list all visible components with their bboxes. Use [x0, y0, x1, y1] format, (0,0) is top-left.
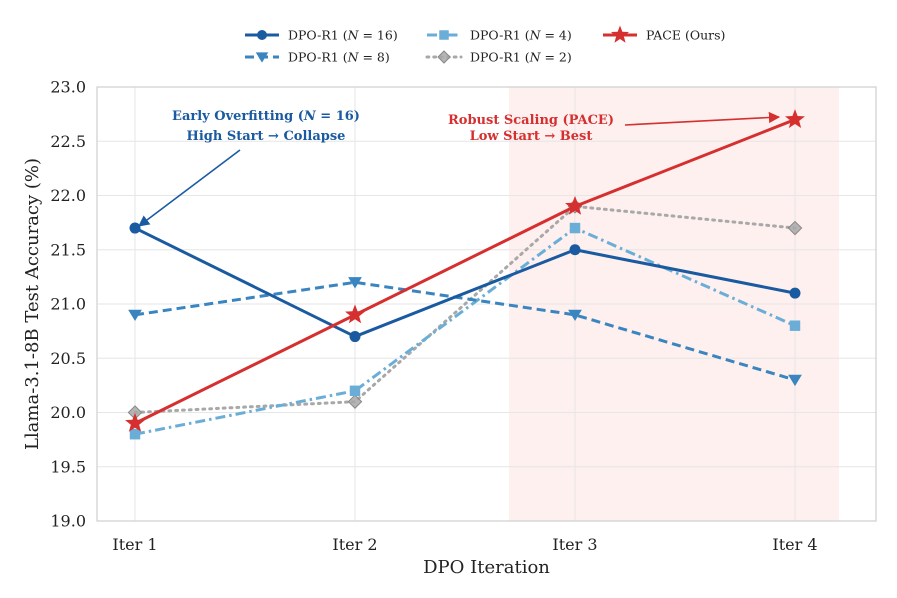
data-point: [785, 109, 805, 128]
legend-item-2: DPO-R1 (N = 4): [427, 28, 572, 43]
annotation-arrow: [624, 111, 781, 126]
data-point: [569, 222, 581, 234]
series-line: [134, 226, 796, 436]
legend-label: DPO-R1 (N = 4): [470, 28, 572, 43]
y-tick-label: 22.0: [50, 186, 86, 205]
y-tick-label: 22.5: [50, 132, 86, 151]
data-point: [569, 244, 581, 256]
data-point: [565, 195, 585, 215]
legend-label: DPO-R1 (N = 8): [288, 50, 390, 65]
legend-item-3: DPO-R1 (N = 2): [425, 50, 572, 65]
y-tick-label: 20.0: [50, 403, 86, 422]
legend-text-part: DPO-R1 (: [470, 50, 530, 65]
data-point: [789, 320, 801, 331]
legend-var: N: [347, 28, 360, 43]
series-4: [125, 109, 805, 432]
legend-text-part: = 8): [359, 50, 390, 65]
annotation-text: Robust Scaling (PACE): [448, 113, 614, 128]
legend-var: N: [529, 50, 542, 65]
data-point: [125, 412, 145, 432]
legend-marker: [439, 30, 449, 40]
x-tick-label: Iter 3: [552, 535, 597, 554]
data-point: [348, 277, 362, 289]
annotation-line1: Early Overfitting (N = 16): [172, 109, 360, 124]
legend-item-4: PACE (Ours): [603, 25, 725, 43]
annotation-1: Robust Scaling (PACE)Low Start → Best: [448, 111, 781, 144]
legend-text-part: DPO-R1 (: [470, 28, 530, 43]
legend-text-part: = 4): [541, 28, 572, 43]
annotation-arrow: [138, 149, 241, 227]
legend-marker: [437, 50, 451, 64]
legend-item-1: DPO-R1 (N = 8): [245, 50, 390, 65]
legend-item-0: DPO-R1 (N = 16): [245, 28, 398, 43]
y-tick-label: 19.0: [50, 512, 86, 531]
plot-frame: [96, 86, 877, 522]
y-tick-label: 19.5: [50, 457, 86, 476]
x-tick-label: Iter 2: [332, 535, 377, 554]
series-1: [128, 277, 802, 387]
x-tick-label: Iter 1: [112, 535, 157, 554]
series-2: [129, 222, 801, 440]
legend-var: N: [347, 50, 360, 65]
series-0: [129, 222, 801, 343]
data-point: [787, 220, 803, 236]
annotation-text: = 16): [316, 109, 360, 124]
legend-text-part: DPO-R1 (: [288, 28, 348, 43]
legend-var: N: [529, 28, 542, 43]
y-tick-label: 21.5: [50, 240, 86, 259]
legend-marker: [255, 52, 269, 63]
legend-marker: [610, 25, 630, 43]
annotation-0: Early Overfitting (N = 16) High Start → C…: [138, 109, 360, 227]
data-point: [128, 309, 142, 322]
y-axis-label: Llama-3.1-8B Test Accuracy (%): [22, 158, 43, 450]
data-point: [347, 394, 363, 409]
series-line: [133, 204, 797, 414]
x-tick-label: Iter 4: [772, 535, 817, 554]
annotation-line2: High Start → Collapse: [187, 129, 346, 144]
y-tick-label: 23.0: [50, 78, 86, 97]
annotation-line2: Low Start → Best: [470, 129, 593, 144]
data-point: [789, 287, 801, 299]
data-point: [349, 331, 361, 343]
legend-label: DPO-R1 (N = 2): [470, 50, 572, 65]
series-line: [134, 226, 796, 339]
x-axis-label: DPO Iteration: [423, 557, 550, 578]
data-point: [345, 304, 365, 324]
legend-text-part: PACE (Ours): [646, 28, 725, 43]
annotation-var: N: [303, 109, 317, 124]
legend-text-part: DPO-R1 (: [288, 50, 348, 65]
legend-marker: [257, 30, 267, 40]
annotation-text: Early Overfitting (: [172, 109, 304, 124]
data-point: [129, 222, 141, 234]
legend-label: DPO-R1 (N = 16): [288, 28, 398, 43]
y-tick-label: 21.0: [50, 295, 86, 314]
legend-text-part: = 2): [541, 50, 572, 65]
data-point: [788, 374, 802, 387]
annotation-line1: Robust Scaling (PACE): [448, 113, 614, 128]
series-line: [134, 118, 796, 425]
legend-text-part: = 16): [359, 28, 398, 43]
data-point: [568, 309, 582, 322]
legend-label: PACE (Ours): [646, 28, 725, 43]
data-point: [129, 428, 141, 440]
data-point: [349, 385, 361, 397]
y-tick-label: 20.5: [50, 349, 86, 368]
